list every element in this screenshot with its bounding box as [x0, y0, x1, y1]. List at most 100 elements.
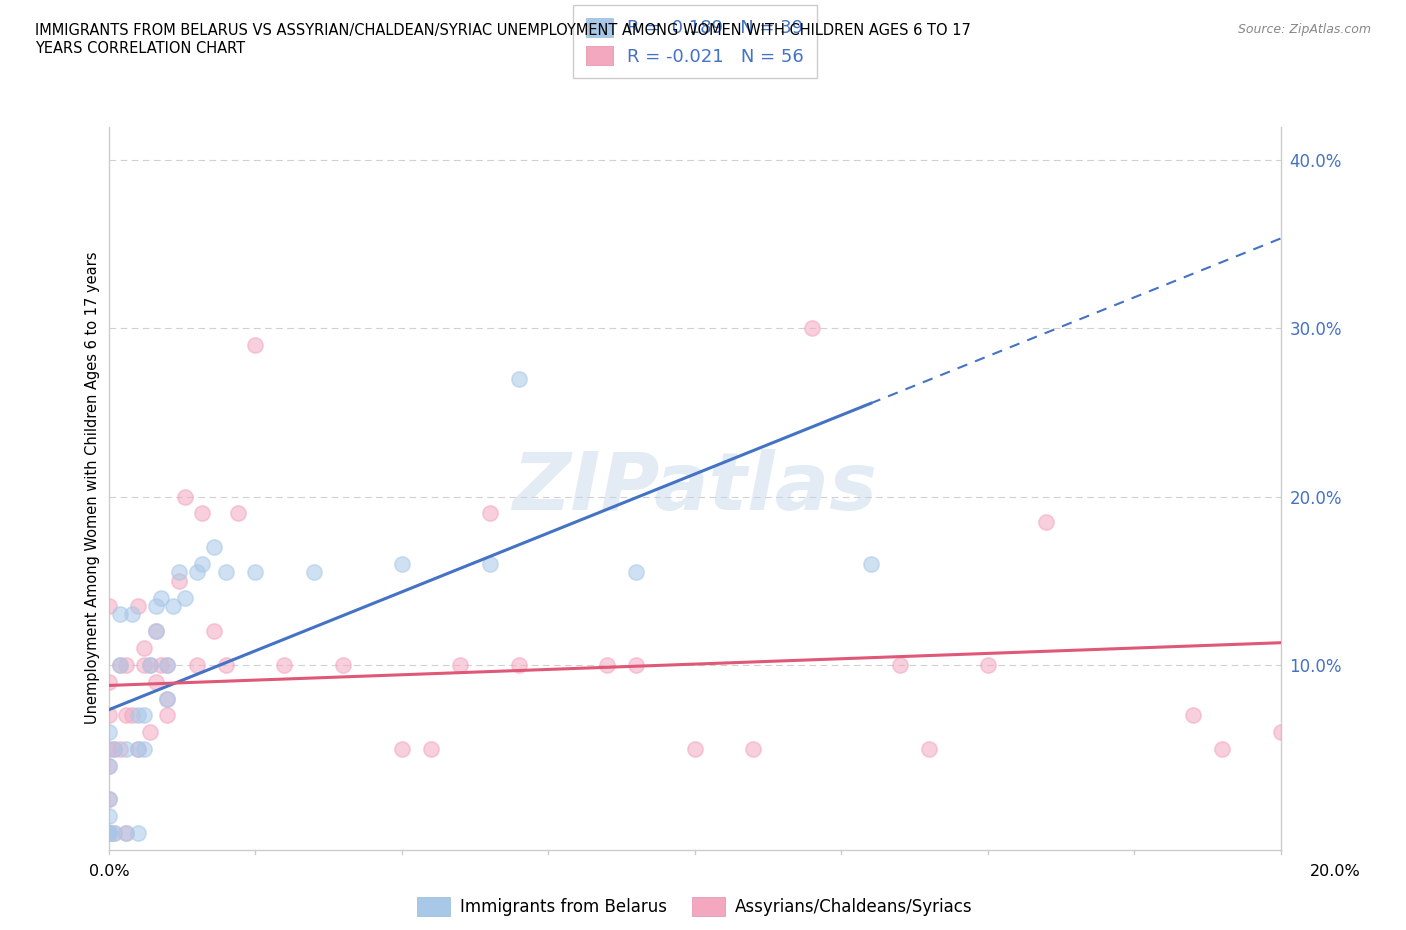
Point: [156, 708, 179, 723]
Point: [859, 556, 882, 571]
Point: [127, 708, 149, 723]
Point: [97, 724, 120, 739]
Point: [138, 724, 160, 739]
Point: [332, 658, 354, 672]
Point: [977, 658, 1000, 672]
Point: [103, 741, 125, 756]
Point: [508, 658, 530, 672]
Point: [97, 758, 120, 773]
Point: [132, 658, 155, 672]
Text: ZIPatlas: ZIPatlas: [512, 449, 877, 527]
Point: [97, 708, 120, 723]
Point: [508, 371, 530, 386]
Point: [97, 826, 120, 841]
Y-axis label: Unemployment Among Women with Children Ages 6 to 17 years: Unemployment Among Women with Children A…: [86, 252, 100, 724]
Point: [97, 826, 120, 841]
Point: [273, 658, 295, 672]
Point: [889, 658, 911, 672]
Point: [156, 691, 179, 706]
Point: [1182, 708, 1205, 723]
Point: [156, 658, 179, 672]
Point: [97, 758, 120, 773]
Point: [156, 691, 179, 706]
Point: [132, 741, 155, 756]
Point: [115, 708, 138, 723]
Point: [162, 599, 184, 614]
Point: [97, 741, 120, 756]
Point: [243, 338, 266, 352]
Point: [478, 506, 501, 521]
Point: [145, 624, 167, 639]
Point: [1035, 514, 1057, 529]
Point: [103, 826, 125, 841]
Point: [97, 826, 120, 841]
Point: [202, 624, 225, 639]
Point: [478, 556, 501, 571]
Point: [121, 708, 143, 723]
Point: [103, 741, 125, 756]
Point: [115, 826, 138, 841]
Point: [138, 658, 160, 672]
Point: [186, 565, 208, 579]
Point: [110, 607, 132, 622]
Legend: Immigrants from Belarus, Assyrians/Chaldeans/Syriacs: Immigrants from Belarus, Assyrians/Chald…: [408, 889, 981, 924]
Point: [132, 708, 155, 723]
Point: [918, 741, 941, 756]
Point: [115, 741, 138, 756]
Point: [145, 599, 167, 614]
Point: [103, 826, 125, 841]
Point: [683, 741, 706, 756]
Point: [127, 826, 149, 841]
Point: [127, 599, 149, 614]
Point: [243, 565, 266, 579]
Point: [420, 741, 443, 756]
Point: [127, 741, 149, 756]
Point: [202, 539, 225, 554]
Point: [449, 658, 471, 672]
Point: [215, 658, 238, 672]
Point: [156, 658, 179, 672]
Text: IMMIGRANTS FROM BELARUS VS ASSYRIAN/CHALDEAN/SYRIAC UNEMPLOYMENT AMONG WOMEN WIT: IMMIGRANTS FROM BELARUS VS ASSYRIAN/CHAL…: [35, 23, 972, 56]
Point: [624, 658, 647, 672]
Text: 0.0%: 0.0%: [90, 864, 129, 879]
Point: [97, 674, 120, 689]
Point: [391, 741, 413, 756]
Point: [150, 658, 173, 672]
Point: [97, 599, 120, 614]
Point: [97, 792, 120, 807]
Point: [191, 556, 214, 571]
Point: [97, 826, 120, 841]
Point: [145, 674, 167, 689]
Point: [624, 565, 647, 579]
Point: [1211, 741, 1233, 756]
Point: [97, 809, 120, 824]
Text: 20.0%: 20.0%: [1310, 864, 1361, 879]
Text: Source: ZipAtlas.com: Source: ZipAtlas.com: [1237, 23, 1371, 36]
Point: [150, 591, 173, 605]
Point: [110, 658, 132, 672]
Point: [1270, 724, 1292, 739]
Point: [110, 658, 132, 672]
Point: [801, 321, 824, 336]
Point: [97, 792, 120, 807]
Point: [226, 506, 249, 521]
Point: [97, 826, 120, 841]
Point: [742, 741, 765, 756]
Point: [127, 741, 149, 756]
Point: [121, 607, 143, 622]
Point: [215, 565, 238, 579]
Point: [173, 591, 195, 605]
Point: [145, 624, 167, 639]
Point: [132, 641, 155, 656]
Point: [167, 573, 190, 588]
Point: [302, 565, 325, 579]
Point: [191, 506, 214, 521]
Point: [138, 658, 160, 672]
Point: [391, 556, 413, 571]
Point: [173, 489, 195, 504]
Point: [186, 658, 208, 672]
Point: [596, 658, 619, 672]
Point: [115, 826, 138, 841]
Point: [110, 741, 132, 756]
Point: [97, 826, 120, 841]
